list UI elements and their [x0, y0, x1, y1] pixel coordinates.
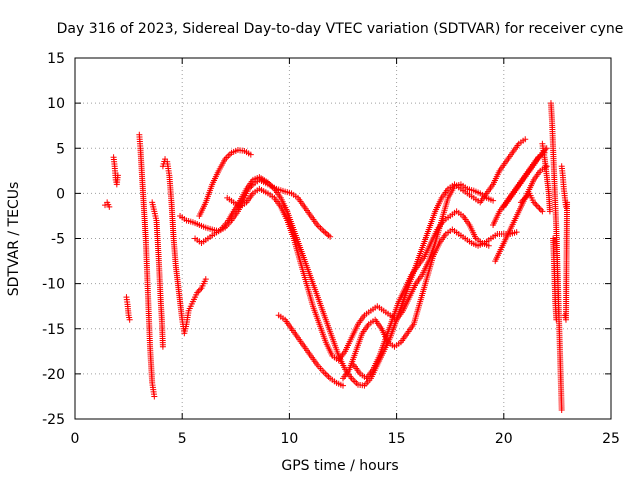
- data-point: [106, 203, 113, 210]
- series-s9: [192, 136, 529, 389]
- data-point: [490, 197, 497, 204]
- data-point: [159, 343, 166, 350]
- data-point: [533, 202, 540, 209]
- y-tick-label: -25: [42, 412, 65, 428]
- data-point: [561, 312, 568, 319]
- series-s5: [149, 199, 166, 350]
- data-point: [327, 233, 334, 240]
- y-tick-label: 0: [56, 186, 65, 202]
- chart-title: Day 316 of 2023, Sidereal Day-to-day VTE…: [57, 21, 624, 37]
- x-axis-label: GPS time / hours: [281, 458, 398, 474]
- series-s21: [558, 163, 571, 323]
- series-s6: [159, 156, 209, 337]
- series-s19: [547, 100, 565, 413]
- x-tick-label: 15: [388, 431, 406, 447]
- data-point: [539, 208, 546, 215]
- y-axis-label: SDTVAR / TECUs: [6, 182, 22, 297]
- data-point: [522, 136, 529, 143]
- series-s4: [136, 131, 158, 400]
- data-point: [114, 172, 121, 179]
- series-s20: [550, 235, 560, 323]
- data-point: [558, 406, 565, 413]
- data-point: [553, 316, 560, 323]
- data-point: [247, 151, 254, 158]
- series-s1: [102, 199, 113, 210]
- data-point: [513, 229, 520, 236]
- y-tick-label: 5: [56, 141, 65, 157]
- y-tick-label: 15: [47, 51, 65, 67]
- x-tick-label: 25: [602, 431, 620, 447]
- tick-layer: 0 5 10 15 20 25 -25 -20 -15 -10 -5 0 5 10 15: [42, 51, 620, 447]
- series-s12: [340, 226, 520, 382]
- data-point: [202, 276, 209, 283]
- series-s17: [539, 140, 553, 215]
- y-tick-label: -10: [42, 277, 65, 293]
- series-s11: [275, 312, 346, 389]
- data-point: [543, 163, 550, 170]
- series-s10: [224, 181, 497, 364]
- y-tick-label: -15: [42, 322, 65, 338]
- plot-frame: [74, 57, 612, 420]
- data-point: [537, 206, 544, 213]
- data-points: [102, 100, 571, 413]
- series-s2: [110, 154, 121, 188]
- data-point: [536, 205, 543, 212]
- y-tick-label: -20: [42, 367, 65, 383]
- series-s18: [517, 190, 546, 215]
- data-point: [151, 393, 158, 400]
- grid-layer: [75, 58, 611, 419]
- series-s3: [123, 294, 133, 323]
- x-tick-label: 0: [71, 431, 80, 447]
- data-point: [535, 203, 542, 210]
- x-tick-label: 10: [280, 431, 298, 447]
- data-point: [340, 382, 346, 389]
- y-tick-label: 10: [47, 96, 65, 112]
- x-tick-label: 20: [495, 431, 513, 447]
- data-point: [546, 208, 553, 215]
- series-s13: [350, 208, 492, 382]
- data-point: [126, 316, 133, 323]
- series-s16: [500, 145, 550, 210]
- y-tick-label: -5: [51, 232, 65, 248]
- series-s8: [196, 147, 254, 219]
- x-tick-label: 5: [178, 431, 187, 447]
- data-point: [485, 242, 492, 249]
